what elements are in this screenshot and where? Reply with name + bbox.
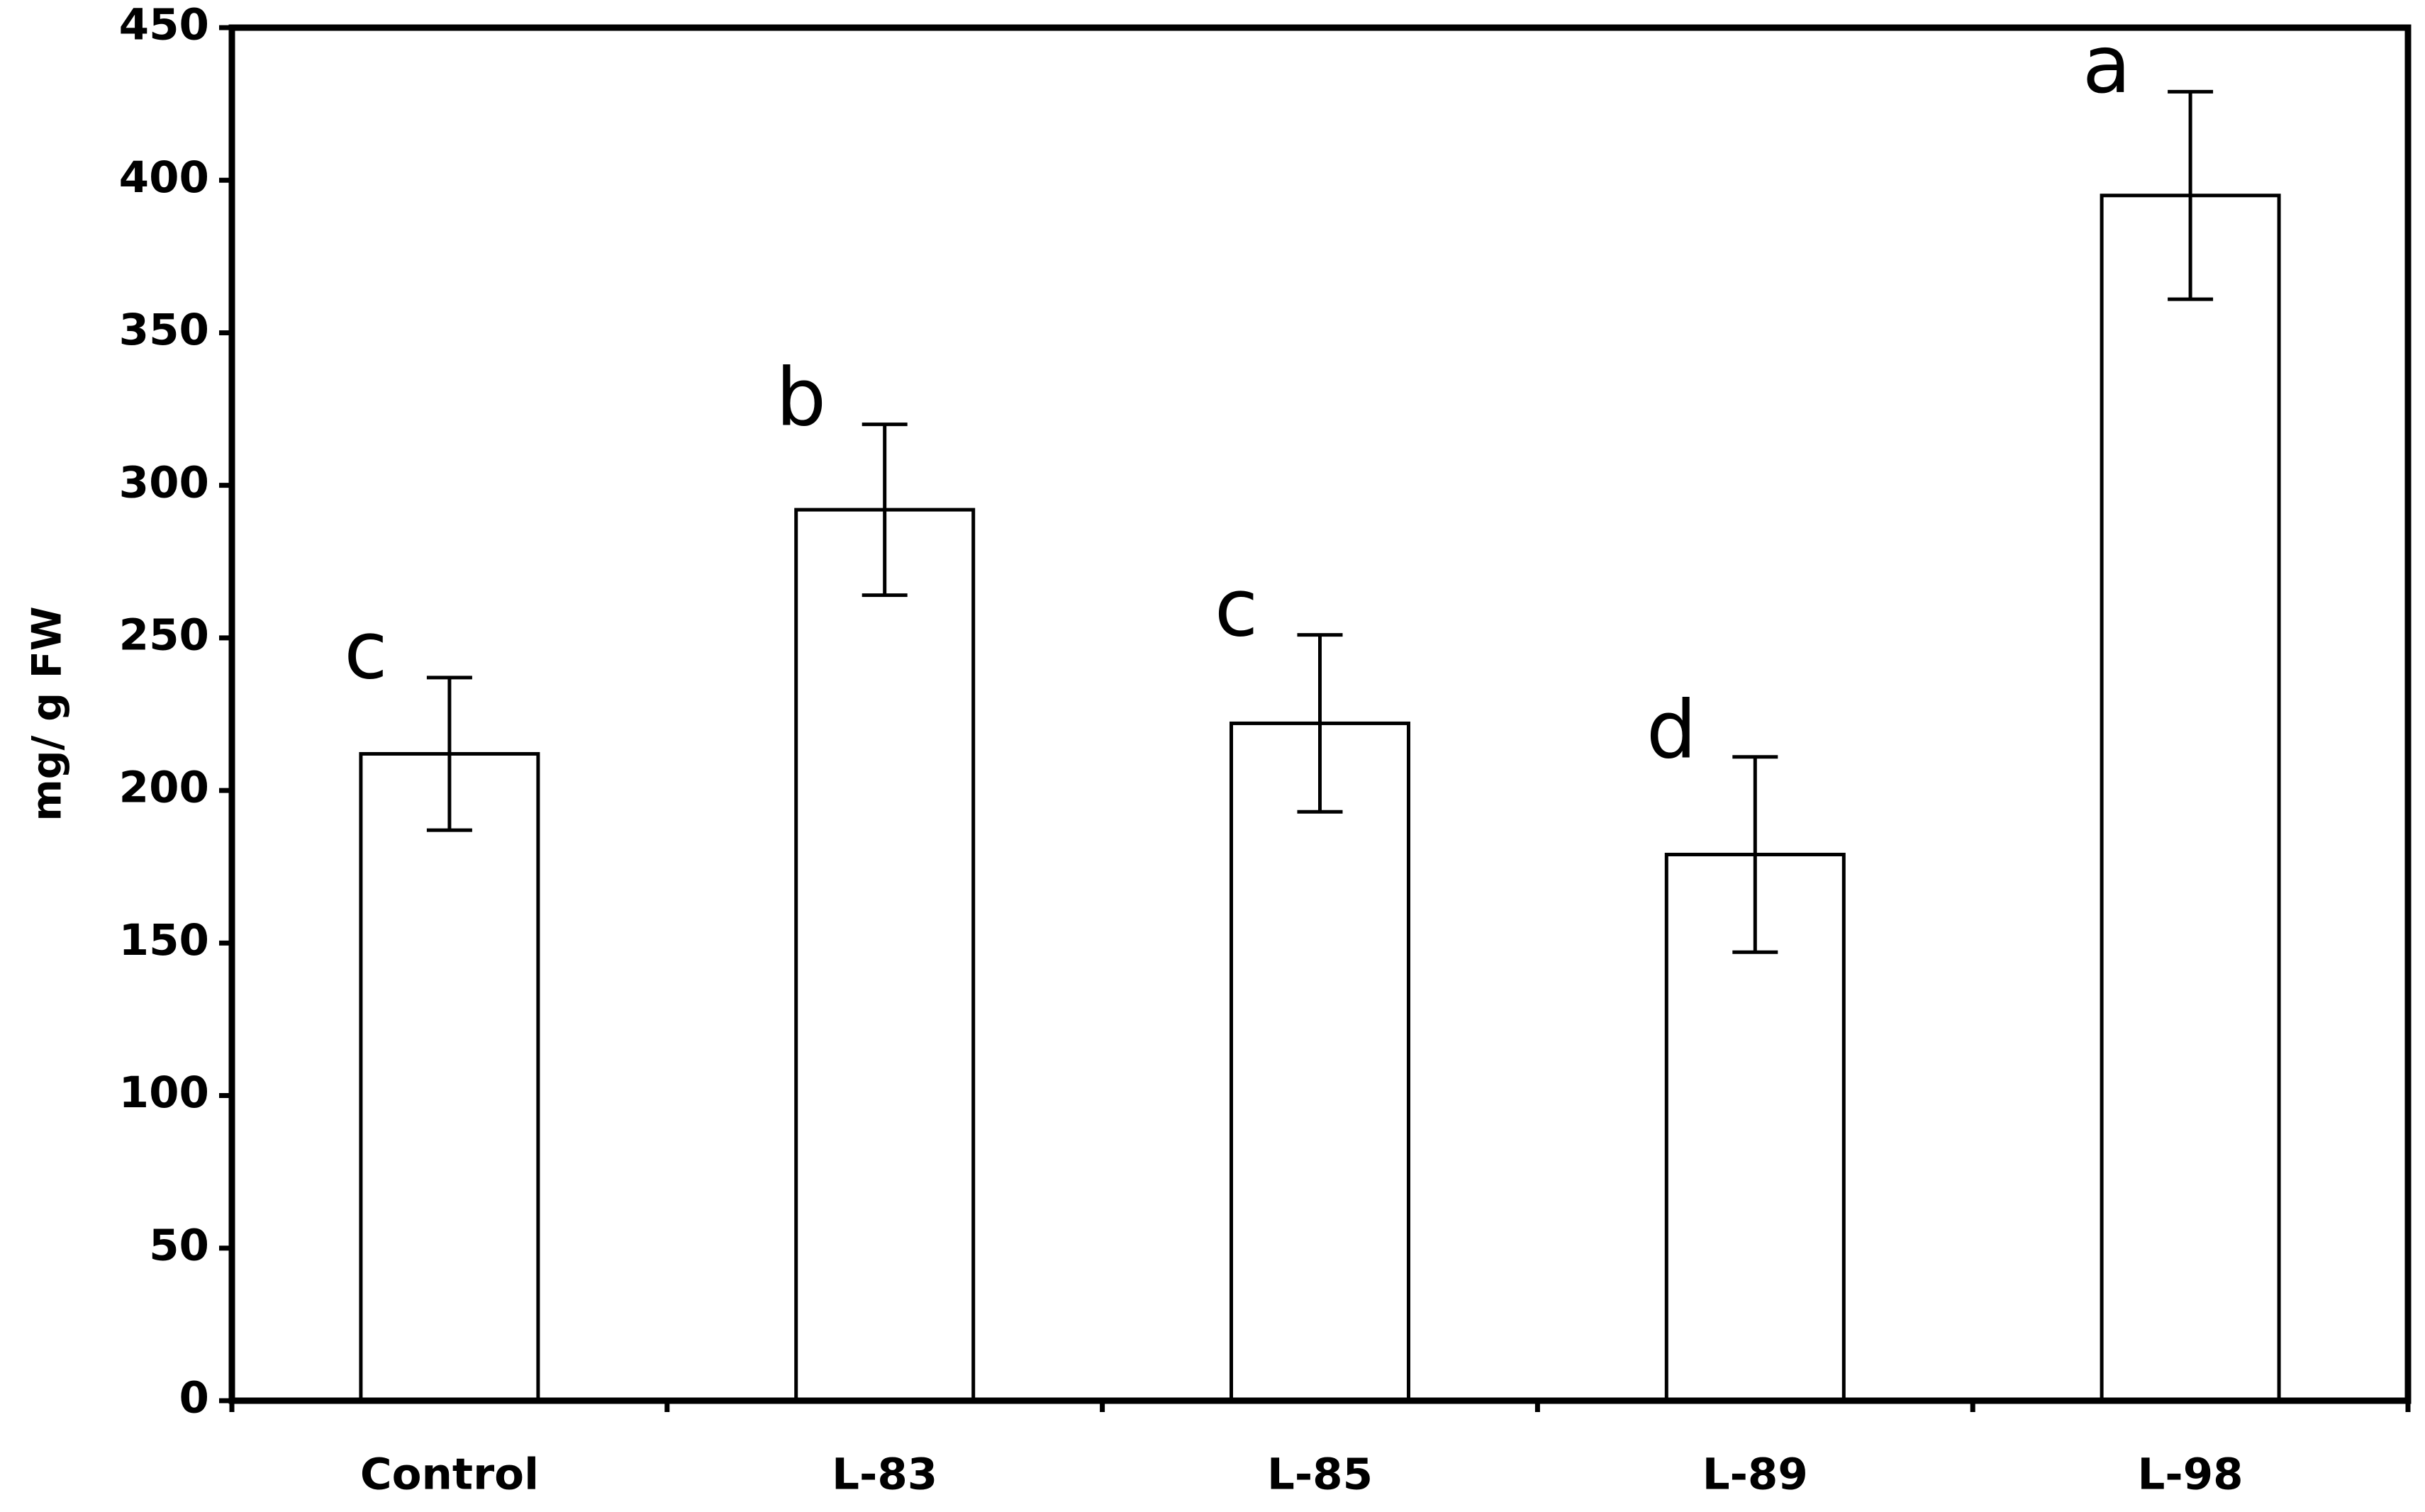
- error-bar: [426, 676, 472, 832]
- x-tick-label: L-83: [832, 1450, 937, 1500]
- x-tick-label: Control: [360, 1450, 539, 1500]
- y-tick-label: 250: [119, 610, 209, 660]
- x-tick-label: L-89: [1702, 1450, 1808, 1500]
- y-tick-label: 350: [119, 305, 209, 355]
- bar: [1230, 721, 1410, 1403]
- y-tick-label: 0: [179, 1373, 209, 1423]
- significance-letter: b: [776, 352, 826, 444]
- x-tick-label: L-85: [1267, 1450, 1373, 1500]
- y-tick-label: 150: [119, 915, 209, 965]
- error-bar: [2168, 89, 2214, 301]
- x-tick-label: L-98: [2138, 1450, 2243, 1500]
- error-bar: [862, 422, 908, 598]
- significance-letter: a: [2083, 19, 2131, 111]
- y-tick-label: 450: [119, 0, 209, 50]
- y-tick-label: 50: [149, 1220, 209, 1270]
- bar: [359, 751, 540, 1403]
- plot-frame: [228, 24, 2412, 1404]
- y-tick-label: 400: [119, 152, 209, 203]
- y-tick-label: 200: [119, 763, 209, 813]
- bar: [2100, 194, 2281, 1403]
- y-tick-label: 100: [119, 1068, 209, 1118]
- significance-letter: d: [1646, 685, 1697, 777]
- bar: [794, 508, 976, 1403]
- error-bar: [1297, 633, 1343, 814]
- significance-letter: c: [1215, 562, 1259, 654]
- error-bar: [1732, 755, 1778, 954]
- significance-letter: c: [344, 605, 388, 698]
- y-tick-label: 300: [119, 457, 209, 508]
- y-axis-label: mg/ g FW: [24, 606, 71, 821]
